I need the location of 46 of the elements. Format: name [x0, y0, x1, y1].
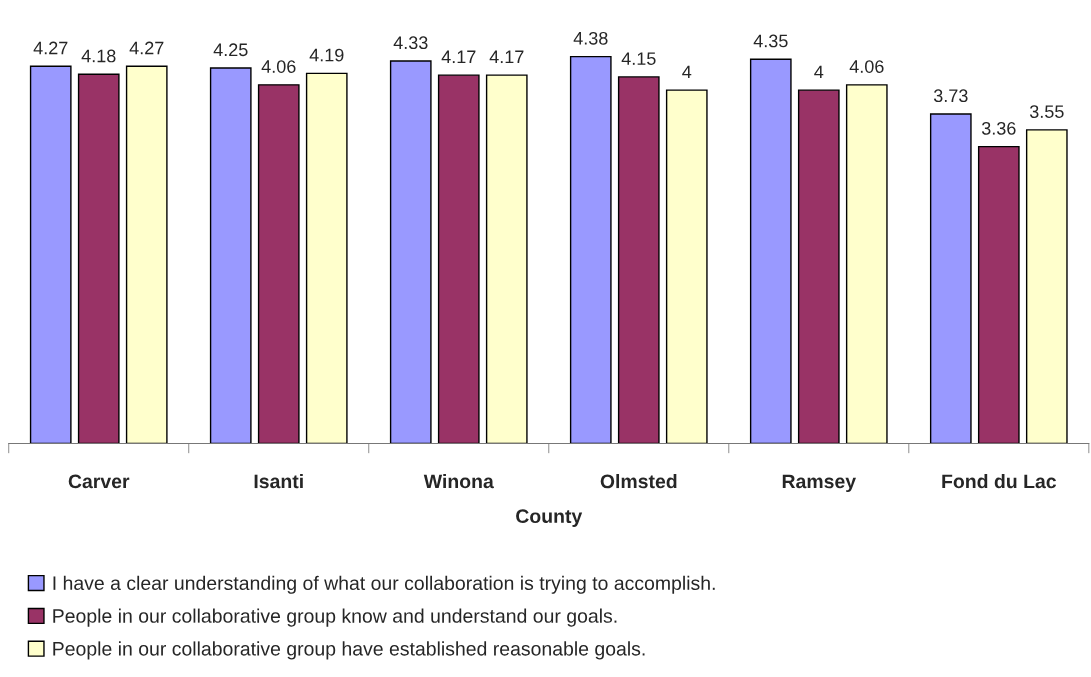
bar — [125, 65, 168, 444]
data-label: 4.18 — [81, 49, 116, 63]
bar — [749, 58, 792, 444]
legend-label: I have a clear understanding of what our collaboration is trying to accomplish. — [53, 575, 715, 594]
x-axis-title: County — [516, 509, 583, 527]
data-label: 4 — [814, 65, 824, 79]
data-label: 4 — [682, 65, 692, 79]
data-label: 4.35 — [753, 34, 788, 48]
bar — [485, 74, 528, 444]
legend-label: People in our collaborative group have established reasonable goals. — [53, 641, 645, 660]
data-label: 3.55 — [1029, 105, 1064, 118]
bar — [929, 113, 972, 444]
x-tick-label: Winona — [423, 473, 494, 489]
bar — [389, 60, 432, 444]
bar — [617, 76, 660, 444]
bar — [665, 89, 708, 444]
data-label: 4.25 — [213, 43, 248, 57]
bar — [977, 145, 1020, 444]
x-tick-label: Fond du Lac — [942, 473, 1057, 489]
data-label: 3.36 — [981, 121, 1016, 135]
data-label: 4.06 — [849, 60, 884, 73]
x-tick-label: Isanti — [254, 473, 303, 489]
x-tick-label: Ramsey — [782, 474, 856, 493]
bar — [305, 72, 348, 444]
data-label: 4.17 — [489, 50, 524, 64]
bar — [569, 55, 612, 444]
data-label: 4.38 — [573, 31, 608, 45]
bar — [77, 73, 120, 444]
data-label: 4.17 — [441, 50, 476, 64]
bar — [29, 65, 72, 444]
data-label: 4.15 — [621, 52, 656, 65]
bar — [845, 84, 888, 444]
bar — [1025, 129, 1068, 444]
data-label: 4.06 — [261, 60, 296, 73]
legend-label: People in our collaborative group know and understand our goals. — [53, 608, 617, 627]
bar — [257, 84, 300, 444]
x-tick-label: Carver — [68, 474, 130, 489]
x-tick-label: Olmsted — [600, 473, 677, 489]
data-label: 4.27 — [129, 41, 164, 55]
bar — [437, 74, 480, 444]
data-label: 4.19 — [309, 48, 344, 62]
bar — [797, 89, 840, 444]
data-label: 4.27 — [33, 41, 68, 55]
bar — [209, 67, 252, 444]
data-label: 3.73 — [933, 89, 968, 103]
data-label: 4.33 — [393, 36, 428, 50]
